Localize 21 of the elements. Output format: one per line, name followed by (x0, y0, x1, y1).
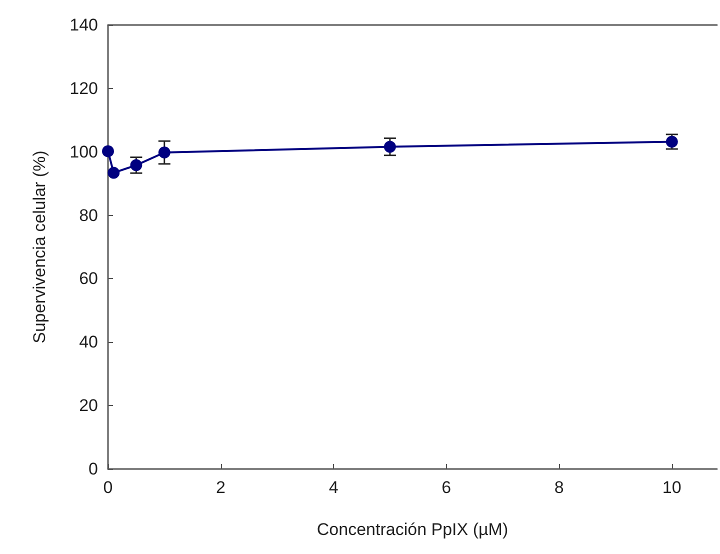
y-tick-label: 20 (79, 396, 98, 416)
point (108, 166, 120, 179)
y-tick-label: 0 (88, 460, 98, 478)
x-tick-label: 4 (328, 478, 338, 497)
x-tick-label: 8 (554, 478, 564, 497)
x-tick-label: 10 (662, 478, 682, 497)
y-tick-label: 40 (79, 332, 98, 352)
x-tick-label: 2 (216, 478, 226, 497)
point (102, 145, 114, 158)
y-tick-label: 100 (70, 142, 98, 162)
x-tick-label: 0 (103, 478, 113, 497)
y-tick-label: 60 (79, 269, 98, 288)
point (130, 159, 142, 172)
y-axis-title: Supervivencia celular (%) (30, 150, 49, 344)
y-tick-label: 140 (70, 16, 98, 34)
x-axis-title: Concentración PpIX (µM) (316, 520, 508, 539)
y-tick-label: 120 (70, 78, 98, 98)
x-tick-label: 6 (442, 478, 452, 497)
point (158, 146, 170, 158)
point (384, 140, 396, 153)
y-tick-label: 80 (79, 206, 98, 225)
